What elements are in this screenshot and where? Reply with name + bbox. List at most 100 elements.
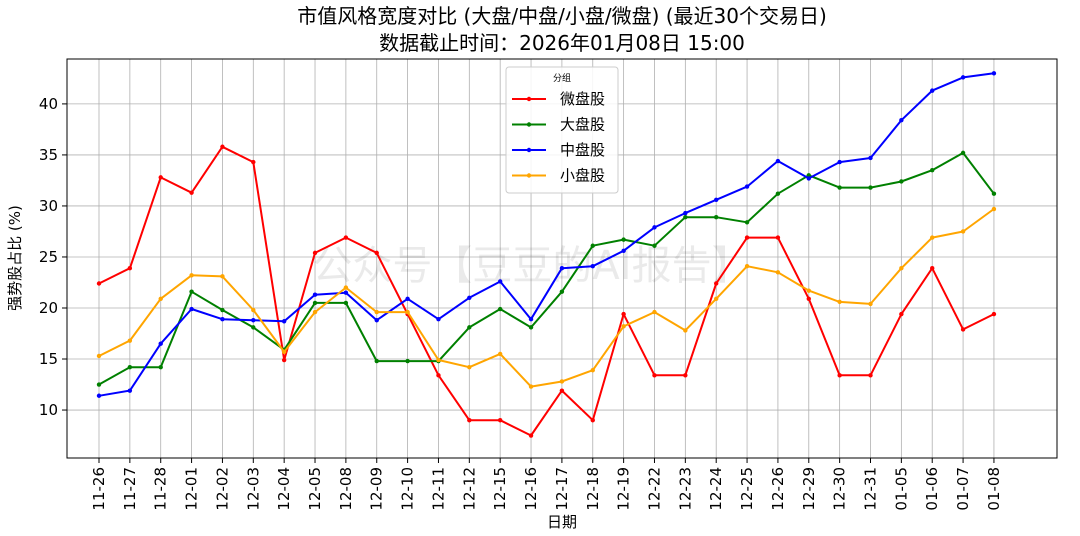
x-tick-label: 01-06: [923, 467, 941, 511]
data-point: [343, 285, 349, 290]
data-point: [744, 184, 750, 189]
data-point: [189, 190, 194, 195]
series-line-2: [98, 72, 995, 397]
x-tick-label: 12-23: [676, 467, 694, 511]
x-tick-label: 12-02: [213, 467, 231, 511]
data-point: [806, 288, 811, 293]
x-tick-label: 11-27: [121, 467, 139, 511]
data-point: [405, 358, 410, 364]
legend-marker-1: [526, 122, 532, 127]
x-tick-label: 12-16: [522, 467, 540, 511]
data-point: [714, 281, 719, 286]
x-tick-label: 12-03: [244, 467, 262, 511]
data-point: [930, 168, 935, 173]
data-point: [559, 289, 565, 294]
x-tick-label: 12-31: [862, 467, 880, 511]
data-point: [312, 309, 318, 315]
y-axis: 10 15 20 25 30 35 40: [39, 95, 67, 419]
data-point: [343, 235, 349, 240]
data-point: [837, 373, 842, 378]
y-tick-label: 25: [39, 248, 58, 266]
data-point: [405, 296, 410, 302]
legend-label-3: 小盘股: [560, 167, 605, 185]
data-point: [312, 300, 318, 306]
x-tick-label: 11-28: [152, 467, 170, 511]
data-point: [467, 325, 472, 330]
x-tick-label: 12-09: [368, 467, 386, 511]
data-point: [621, 311, 626, 317]
data-point: [220, 317, 225, 322]
data-point: [683, 373, 688, 378]
y-tick-label: 30: [39, 197, 58, 215]
data-point: [837, 185, 842, 190]
data-point: [467, 418, 472, 423]
data-point: [930, 235, 935, 240]
x-tick-label: 12-10: [399, 467, 417, 511]
data-point: [158, 364, 163, 370]
data-point: [621, 237, 626, 242]
data-point: [189, 306, 194, 312]
y-tick-label: 10: [39, 401, 58, 419]
watermark: 公众号【豆豆的AI报告】: [312, 243, 751, 289]
legend-label-1: 大盘股: [560, 116, 605, 134]
data-point: [374, 309, 379, 315]
data-point: [744, 235, 750, 240]
x-axis-label: 日期: [547, 513, 577, 531]
data-point: [497, 351, 503, 357]
data-point: [991, 311, 997, 317]
data-point: [96, 382, 102, 387]
y-tick-label: 20: [39, 299, 58, 317]
data-point: [158, 341, 163, 346]
x-tick-label: 12-04: [275, 467, 293, 511]
data-point: [590, 243, 595, 248]
x-tick-label: 12-08: [337, 467, 355, 511]
data-point: [436, 373, 441, 378]
data-point: [621, 324, 626, 329]
x-tick-label: 12-12: [460, 467, 478, 511]
data-point: [868, 301, 873, 307]
data-point: [158, 296, 163, 302]
data-point: [528, 317, 534, 322]
series-layer: [96, 71, 997, 438]
data-point: [127, 338, 133, 343]
data-point: [281, 357, 287, 363]
data-point: [621, 248, 626, 254]
data-point: [220, 274, 225, 279]
data-point: [991, 206, 997, 212]
data-point: [652, 309, 657, 315]
x-tick-label: 12-24: [707, 467, 725, 511]
x-tick-label: 01-05: [892, 467, 910, 511]
legend-marker-3: [526, 173, 532, 178]
data-point: [96, 393, 102, 398]
data-point: [312, 250, 318, 256]
legend-label-0: 微盘股: [560, 90, 605, 108]
chart-subtitle: 数据截止时间：2026年01月08日 15:00: [379, 31, 745, 55]
data-point: [436, 357, 441, 363]
data-point: [683, 210, 688, 216]
data-point: [868, 185, 873, 190]
data-point: [497, 418, 503, 423]
data-point: [683, 214, 688, 220]
x-tick-label: 01-07: [954, 467, 972, 511]
chart-title: 市值风格宽度对比 (大盘/中盘/小盘/微盘) (最近30个交易日): [297, 4, 827, 28]
y-tick-label: 35: [39, 146, 58, 164]
data-point: [652, 225, 657, 230]
data-point: [806, 173, 811, 178]
data-point: [899, 311, 904, 317]
data-point: [497, 306, 503, 312]
data-point: [158, 175, 163, 180]
data-point: [652, 373, 657, 378]
data-point: [899, 265, 904, 271]
data-point: [281, 349, 287, 355]
data-point: [837, 159, 842, 165]
data-point: [590, 263, 595, 269]
data-point: [528, 433, 534, 438]
data-point: [343, 290, 349, 295]
data-point: [930, 88, 935, 93]
data-point: [806, 296, 811, 302]
data-point: [930, 265, 935, 271]
x-tick-label: 12-11: [429, 467, 447, 511]
data-point: [374, 358, 379, 364]
legend-label-2: 中盘股: [560, 141, 605, 159]
